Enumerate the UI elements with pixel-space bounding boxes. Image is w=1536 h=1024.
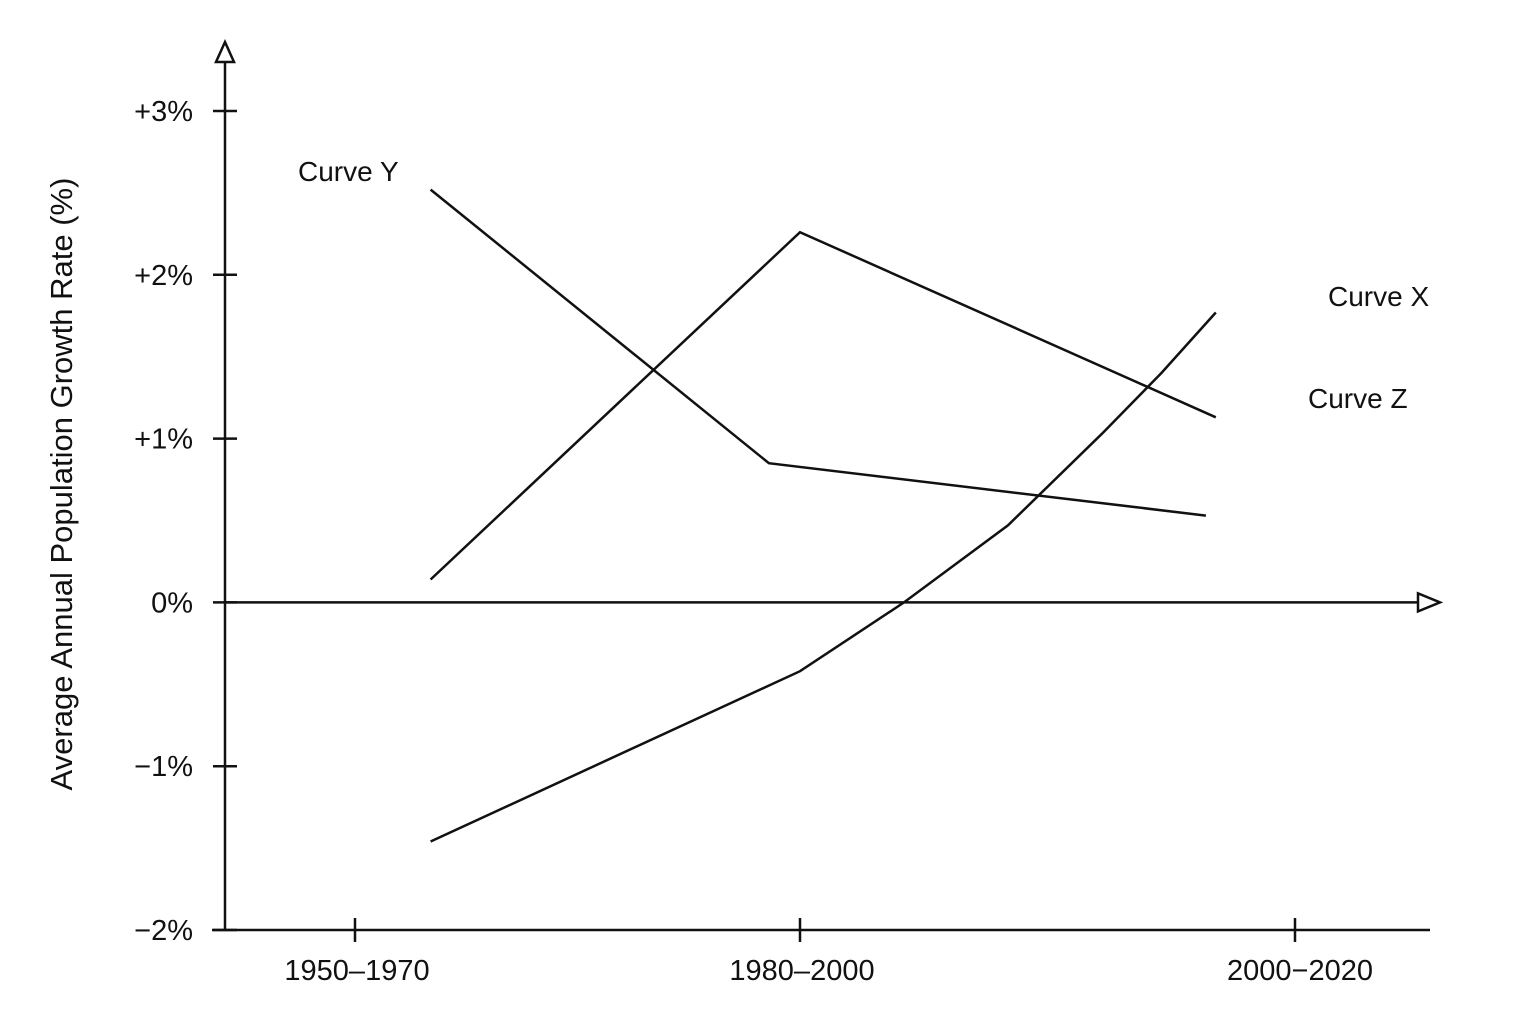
series-label-curve-y: Curve Y <box>298 156 399 187</box>
y-tick-label: +2% <box>134 260 193 292</box>
series-line-curve-x <box>430 311 1217 843</box>
x-tick-label: 1980–2000 <box>729 955 874 987</box>
series-label-curve-z: Curve Z <box>1308 383 1408 414</box>
series-lines <box>429 188 1217 843</box>
series-labels: Curve X Curve Y Curve Z <box>298 156 1429 414</box>
y-axis-title: Average Annual Population Growth Rate (%… <box>44 178 79 791</box>
x-axis-arrowhead <box>1416 591 1444 614</box>
y-tick-label: −2% <box>134 915 193 947</box>
y-tick-label: 0% <box>151 587 193 619</box>
axes <box>212 38 1444 932</box>
y-tick-label: +1% <box>134 424 193 456</box>
series-label-curve-x: Curve X <box>1328 281 1429 312</box>
x-tick-label: 2000−2020 <box>1227 955 1373 987</box>
y-tick-label: −1% <box>134 751 193 783</box>
y-tick-label: +3% <box>134 96 193 128</box>
y-ticks: −2% −1% 0% +1% +2% +3% <box>134 96 237 947</box>
y-axis-arrowhead <box>214 38 236 64</box>
x-ticks: 1950–1970 1980–2000 2000−2020 <box>284 918 1373 987</box>
series-line-curve-y <box>429 188 1207 517</box>
x-tick-label: 1950–1970 <box>284 955 429 987</box>
series-line-curve-z <box>429 230 1217 581</box>
